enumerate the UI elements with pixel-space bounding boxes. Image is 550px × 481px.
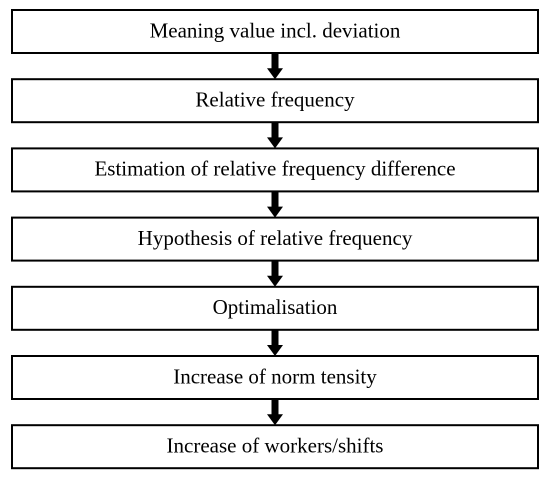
process-label: Relative frequency	[195, 88, 355, 112]
process-label: Estimation of relative frequency differe…	[94, 157, 455, 181]
arrow-shaft	[271, 260, 279, 278]
process-box	[11, 78, 539, 124]
arrow-head	[267, 68, 283, 80]
arrow-shaft	[271, 399, 279, 417]
arrow-shaft	[271, 329, 279, 347]
process-label: Optimalisation	[213, 295, 338, 319]
process-box	[11, 355, 539, 400]
arrow-shaft	[271, 53, 279, 71]
arrow-head	[267, 345, 283, 356]
arrow-head	[267, 206, 283, 218]
process-label: Hypothesis of relative frequency	[138, 226, 413, 250]
process-box	[11, 9, 539, 54]
process-label: Increase of workers/shifts	[167, 434, 384, 458]
process-box	[11, 424, 539, 470]
process-label: Increase of norm tensity	[173, 364, 377, 388]
arrow-shaft	[271, 122, 279, 140]
arrow-head	[267, 137, 283, 149]
process-box	[11, 216, 539, 262]
arrow-head	[267, 275, 283, 287]
arrow-head	[267, 414, 283, 426]
arrow-shaft	[271, 191, 279, 209]
process-label: Meaning value incl. deviation	[150, 18, 401, 42]
